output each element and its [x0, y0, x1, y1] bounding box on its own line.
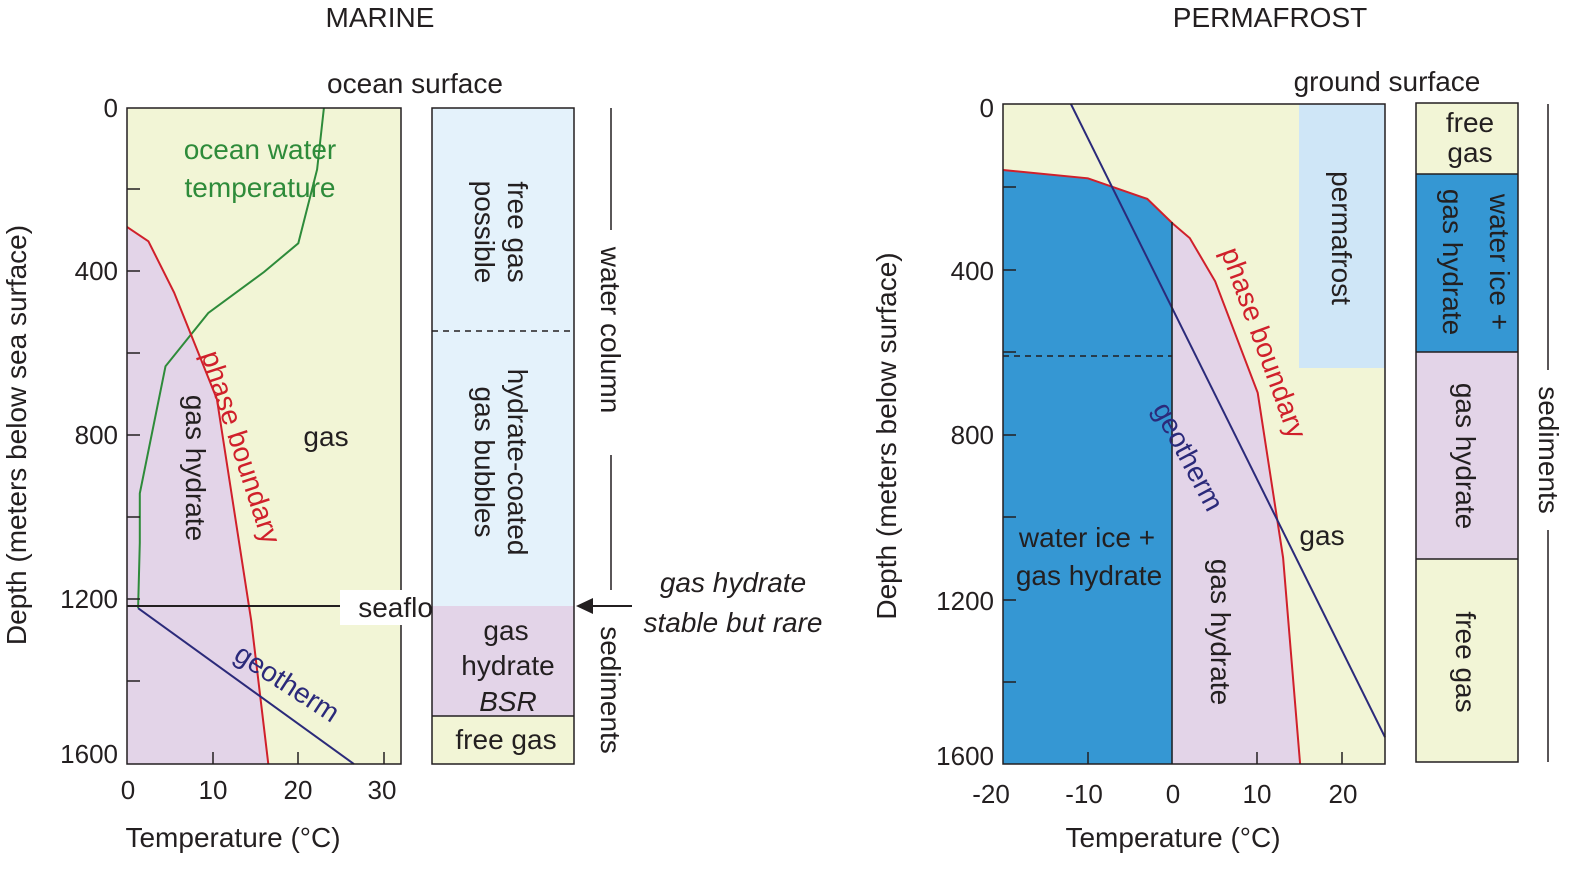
- permafrost-y-tick: 0: [980, 93, 994, 123]
- permafrost-phase-boundary-line: [1002, 169, 1302, 765]
- ice-hydrate-label: water ice +: [1018, 522, 1155, 553]
- marine-y-tick: 1600: [60, 739, 118, 769]
- column-free-gas-label: free gas: [1450, 611, 1481, 712]
- annotation-gas-hydrate: gas hydrate: [660, 567, 806, 598]
- permafrost-geotherm-line: [1070, 103, 1386, 738]
- permafrost-gas-hydrate-label: gas hydrate: [1205, 559, 1236, 705]
- marine-column-frame: [431, 107, 575, 765]
- free-gas-possible-label: free gas: [502, 181, 533, 282]
- permafrost-x-tick: 0: [1166, 779, 1180, 809]
- marine-y-tick: 800: [75, 420, 118, 450]
- marine-x-tick: 30: [368, 775, 397, 805]
- permafrost-gas-hydrate-box: [1416, 352, 1518, 559]
- ocean-water-temperature-line: [137, 107, 325, 609]
- column-free-gas-label: free gas: [455, 724, 556, 755]
- marine-title: MARINE: [326, 2, 435, 33]
- free-gas-sediment-box: [432, 716, 574, 764]
- permafrost-title: PERMAFROST: [1173, 2, 1367, 33]
- permafrost-x-axis-label: Temperature (°C): [1065, 822, 1280, 853]
- ocean-temperature-label: temperature: [185, 172, 336, 203]
- water-column-box: [432, 108, 574, 606]
- free-gas-possible-label: possible: [469, 181, 500, 284]
- marine-gas-label: gas: [303, 421, 348, 452]
- marine-phase-boundary-line: [126, 226, 270, 765]
- permafrost-free-gas-bottom-box: [1416, 559, 1518, 762]
- column-gas-label: gas: [1447, 137, 1492, 168]
- permafrost-sediments-label: sediments: [1533, 386, 1564, 514]
- hydrate-coated-label: hydrate-coated: [502, 369, 533, 556]
- column-gas-label: gas: [483, 615, 528, 646]
- marine-x-tick: 10: [199, 775, 228, 805]
- permafrost-y-tick: 800: [951, 420, 994, 450]
- ice-hydrate-region: [1003, 170, 1173, 764]
- permafrost-x-tick: 10: [1243, 779, 1272, 809]
- permafrost-free-gas-top-box: [1416, 103, 1518, 174]
- permafrost-y-tick: 400: [951, 256, 994, 286]
- permafrost-gas-label: gas: [1299, 520, 1344, 551]
- marine-y-tick: 0: [104, 93, 118, 123]
- stable-but-rare-arrowhead: [576, 598, 593, 614]
- gas-bubbles-label: gas bubbles: [469, 386, 500, 537]
- permafrost-column-dividers: [1416, 173, 1518, 560]
- permafrost-panel: PERMAFROST ground surface 0 400 800 1200…: [871, 2, 1564, 853]
- permafrost-y-tick: 1600: [936, 741, 994, 771]
- column-ice-hydrate-label: water ice +: [1484, 193, 1515, 330]
- bsr-label: BSR: [479, 686, 537, 717]
- permafrost-hydrate-region: [1172, 223, 1301, 765]
- permafrost-plot-frame: [1002, 103, 1386, 765]
- marine-x-axis-label: Temperature (°C): [125, 822, 340, 853]
- marine-geotherm-line: [137, 607, 355, 765]
- permafrost-y-axis-label: Depth (meters below surface): [871, 252, 902, 619]
- permafrost-column-frame: [1415, 102, 1519, 763]
- sediments-label: sediments: [595, 626, 626, 754]
- hydrate-sediment-box: [432, 606, 574, 716]
- ground-surface-label: ground surface: [1294, 66, 1481, 97]
- water-column-label: water column: [595, 246, 626, 414]
- marine-x-tick: 20: [284, 775, 313, 805]
- marine-plot-frame: [126, 107, 402, 765]
- permafrost-axis-ticks: [1003, 186, 1343, 764]
- marine-y-axis-label: Depth (meters below sea surface): [1, 225, 32, 645]
- marine-y-tick: 400: [75, 256, 118, 286]
- permafrost-x-tick: -20: [972, 779, 1010, 809]
- column-ice-hydrate-label: gas hydrate: [1437, 189, 1468, 335]
- marine-hydrate-region: [127, 226, 269, 764]
- permafrost-ice-hydrate-box: [1416, 174, 1518, 352]
- permafrost-region: [1299, 104, 1385, 368]
- marine-x-tick: 0: [121, 775, 135, 805]
- permafrost-region-label: permafrost: [1326, 171, 1357, 305]
- ocean-water-label: ocean water: [184, 134, 337, 165]
- ice-hydrate-label: gas hydrate: [1016, 560, 1162, 591]
- ocean-surface-label: ocean surface: [327, 68, 503, 99]
- column-free-label: free: [1446, 107, 1494, 138]
- permafrost-x-tick: 20: [1329, 779, 1358, 809]
- marine-y-tick: 1200: [60, 584, 118, 614]
- column-hydrate-label: hydrate: [461, 650, 554, 681]
- column-gas-hydrate-label: gas hydrate: [1450, 383, 1481, 529]
- marine-axis-ticks: [127, 188, 385, 764]
- marine-panel: MARINE ocean surface 0 400 800 1200 160: [1, 2, 823, 853]
- annotation-stable-but-rare: stable but rare: [644, 607, 823, 638]
- permafrost-x-tick: -10: [1065, 779, 1103, 809]
- permafrost-y-tick: 1200: [936, 586, 994, 616]
- marine-gas-hydrate-label: gas hydrate: [180, 395, 211, 541]
